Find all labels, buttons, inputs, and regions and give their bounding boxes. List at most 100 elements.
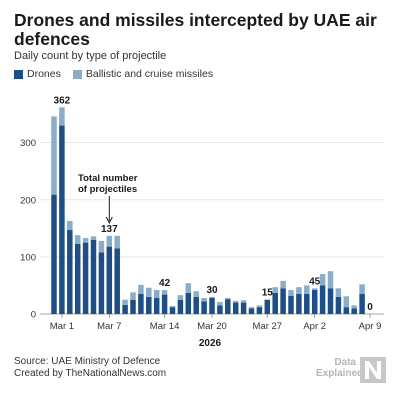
y-tick-label: 300 bbox=[20, 138, 36, 149]
bar-drones bbox=[138, 294, 144, 314]
x-year-label: 2026 bbox=[199, 338, 222, 349]
legend-item-missiles: Ballistic and cruise missiles bbox=[72, 68, 214, 80]
legend-label-drones: Drones bbox=[27, 68, 61, 80]
bar-missiles bbox=[359, 284, 365, 295]
legend-item-drones: Drones bbox=[14, 68, 61, 80]
bar-missiles bbox=[232, 300, 239, 303]
bar-missiles bbox=[130, 292, 136, 300]
bar-missiles bbox=[98, 240, 105, 253]
bar-missiles bbox=[311, 288, 318, 291]
bar-drones bbox=[82, 242, 89, 314]
bar-missiles bbox=[122, 299, 128, 305]
x-tick-label: Mar 14 bbox=[150, 321, 180, 332]
bar-drones bbox=[327, 288, 334, 314]
brand-text: Data Explained bbox=[316, 357, 364, 379]
bar-drones bbox=[169, 307, 176, 314]
y-tick-label: 0 bbox=[31, 310, 36, 321]
bar-missiles bbox=[153, 290, 160, 299]
total-label: 30 bbox=[206, 285, 218, 296]
legend: Drones Ballistic and cruise missiles bbox=[14, 68, 225, 80]
bar-missiles bbox=[319, 274, 326, 286]
bar-drones bbox=[351, 308, 357, 314]
bar-drones bbox=[225, 299, 231, 314]
bar-missiles bbox=[59, 107, 65, 126]
bar-missiles bbox=[209, 296, 215, 299]
bar-drones bbox=[240, 302, 247, 314]
bar-missiles bbox=[169, 306, 176, 308]
bar-drones bbox=[193, 296, 199, 314]
x-tick-label: Apr 9 bbox=[359, 321, 382, 332]
bar-missiles bbox=[106, 235, 113, 247]
bar-drones bbox=[335, 296, 342, 314]
bar-missiles bbox=[296, 287, 302, 295]
bar-missiles bbox=[67, 220, 73, 231]
bar-drones bbox=[67, 230, 73, 314]
bar-missiles bbox=[256, 305, 263, 308]
legend-swatch-drones bbox=[14, 69, 23, 79]
chart-title: Drones and missiles intercepted by UAE a… bbox=[14, 10, 377, 49]
bar-drones bbox=[114, 248, 120, 314]
bar-drones bbox=[311, 290, 318, 314]
bar-missiles bbox=[161, 290, 168, 295]
bar-drones bbox=[217, 305, 223, 314]
bar-drones bbox=[74, 243, 81, 314]
bar-missiles bbox=[185, 283, 192, 293]
total-label: 362 bbox=[54, 95, 71, 106]
bar-drones bbox=[232, 302, 239, 314]
x-tick-label: Mar 1 bbox=[50, 321, 74, 332]
x-tick-label: Apr 2 bbox=[303, 321, 326, 332]
bar-drones bbox=[146, 296, 152, 314]
bar-drones bbox=[343, 307, 350, 314]
bar-drones bbox=[59, 125, 65, 314]
brand-line2: Explained bbox=[316, 368, 364, 379]
bar-missiles bbox=[240, 300, 247, 303]
bar-drones bbox=[161, 294, 168, 314]
bar-missiles bbox=[225, 298, 231, 300]
bar-missiles bbox=[114, 235, 120, 249]
x-tick-label: Mar 7 bbox=[97, 321, 121, 332]
source-text: Source: UAE Ministry of Defence bbox=[14, 356, 161, 367]
bar-drones bbox=[130, 299, 136, 314]
bar-missiles bbox=[193, 291, 199, 297]
annotation-line1: Total number bbox=[78, 173, 138, 184]
bar-missiles bbox=[201, 298, 207, 302]
bar-drones bbox=[185, 292, 192, 314]
annotation-line2: of projectiles bbox=[78, 184, 137, 195]
y-tick-label: 200 bbox=[20, 195, 36, 206]
bar-missiles bbox=[51, 116, 57, 195]
legend-label-missiles: Ballistic and cruise missiles bbox=[85, 68, 214, 80]
legend-swatch-missiles bbox=[72, 69, 82, 79]
bar-drones bbox=[90, 239, 97, 314]
bar-missiles bbox=[138, 284, 144, 295]
total-label: 15 bbox=[262, 288, 274, 299]
bar-drones bbox=[256, 307, 263, 314]
bar-drones bbox=[288, 295, 294, 314]
bar-drones bbox=[98, 252, 105, 314]
bar-missiles bbox=[343, 296, 350, 308]
bar-drones bbox=[177, 299, 184, 314]
chart-subtitle: Daily count by type of projectile bbox=[14, 50, 167, 62]
bar-missiles bbox=[74, 235, 81, 244]
bar-drones bbox=[296, 294, 302, 314]
bar-drones bbox=[51, 194, 57, 314]
bar-drones bbox=[264, 299, 271, 314]
the-national-logo-icon bbox=[360, 357, 386, 383]
bar-missiles bbox=[280, 280, 286, 289]
bar-drones bbox=[209, 298, 215, 314]
total-label: 0 bbox=[367, 302, 373, 313]
bar-drones bbox=[304, 294, 310, 314]
bar-drones bbox=[319, 285, 326, 314]
bar-missiles bbox=[304, 285, 310, 295]
bar-missiles bbox=[335, 288, 342, 297]
bar-missiles bbox=[248, 307, 255, 309]
x-tick-label: Mar 27 bbox=[253, 321, 283, 332]
footer: Source: UAE Ministry of Defence Created … bbox=[14, 356, 166, 380]
bar-drones bbox=[280, 288, 286, 314]
bar-missiles bbox=[217, 302, 223, 306]
total-label: 42 bbox=[159, 278, 171, 289]
bar-missiles bbox=[288, 290, 294, 296]
bar-drones bbox=[248, 308, 255, 314]
x-tick-label: Mar 20 bbox=[197, 321, 227, 332]
data-explained-logo: Data Explained bbox=[316, 357, 388, 385]
